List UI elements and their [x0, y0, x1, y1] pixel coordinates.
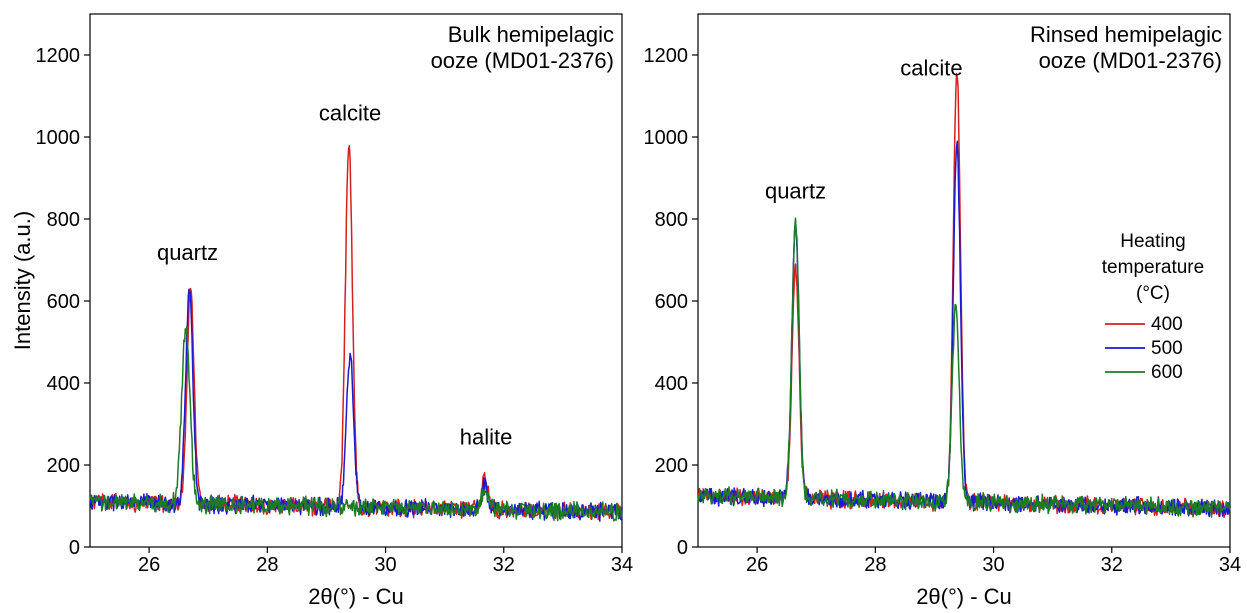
right-panel: 26 28 30 32 34 0 200 400 600 800 1000 1200 2θ(°) - C…: [644, 14, 1242, 609]
x-tick-label: 28: [256, 554, 278, 576]
y-tick-label: 600: [655, 291, 688, 313]
peak-annotation: calcite: [900, 56, 962, 81]
legend-label-600: 600: [1151, 362, 1183, 383]
y-tick-label: 1000: [644, 127, 689, 149]
legend-label-500: 500: [1151, 338, 1183, 359]
x-tick-label: 30: [982, 554, 1004, 576]
peak-annotation: quartz: [765, 179, 826, 204]
y-tick-label: 800: [655, 209, 688, 231]
x-tick-label: 26: [746, 554, 768, 576]
x-tick-label: 34: [611, 554, 633, 576]
y-tick-label: 0: [677, 537, 688, 559]
x-axis-label: 2θ(°) - Cu: [308, 584, 404, 609]
y-tick-label: 400: [655, 373, 688, 395]
peak-annotation: calcite: [319, 101, 381, 126]
y-tick-label: 1200: [644, 45, 689, 67]
x-tick-label: 32: [1101, 554, 1123, 576]
x-tick-label: 28: [864, 554, 886, 576]
x-tick-label: 34: [1219, 554, 1241, 576]
left-panel: 26 28 30 32 34 0 200 400 600 800 1000 1200 2θ(°) - C…: [10, 14, 633, 609]
y-tick-label: 800: [47, 209, 80, 231]
y-tick-label: 600: [47, 291, 80, 313]
series-line-500: [90, 289, 622, 521]
y-tick-label: 1200: [36, 45, 81, 67]
legend-label-400: 400: [1151, 314, 1183, 335]
y-tick-label: 400: [47, 373, 80, 395]
y-tick-label: 0: [69, 537, 80, 559]
panel-title-line: Bulk hemipelagic: [448, 22, 614, 47]
y-tick-label: 1000: [36, 127, 81, 149]
y-tick-label: 200: [47, 455, 80, 477]
peak-annotation: quartz: [157, 240, 218, 265]
x-tick-label: 32: [493, 554, 515, 576]
x-tick-label: 30: [374, 554, 396, 576]
series-line-600: [90, 327, 622, 521]
legend-title-line: Heating: [1120, 231, 1186, 252]
panel-title-line: Rinsed hemipelagic: [1030, 22, 1222, 47]
panel-title-line: ooze (MD01-2376): [1039, 48, 1222, 73]
y-axis-label: Intensity (a.u.): [10, 211, 35, 350]
x-axis-label: 2θ(°) - Cu: [916, 584, 1012, 609]
y-tick-label: 200: [655, 455, 688, 477]
x-tick-label: 26: [138, 554, 160, 576]
legend-title-line: temperature: [1102, 257, 1204, 278]
peak-annotation: halite: [460, 425, 513, 450]
panel-title-line: ooze (MD01-2376): [431, 48, 614, 73]
legend-title-line: (°C): [1136, 283, 1170, 304]
